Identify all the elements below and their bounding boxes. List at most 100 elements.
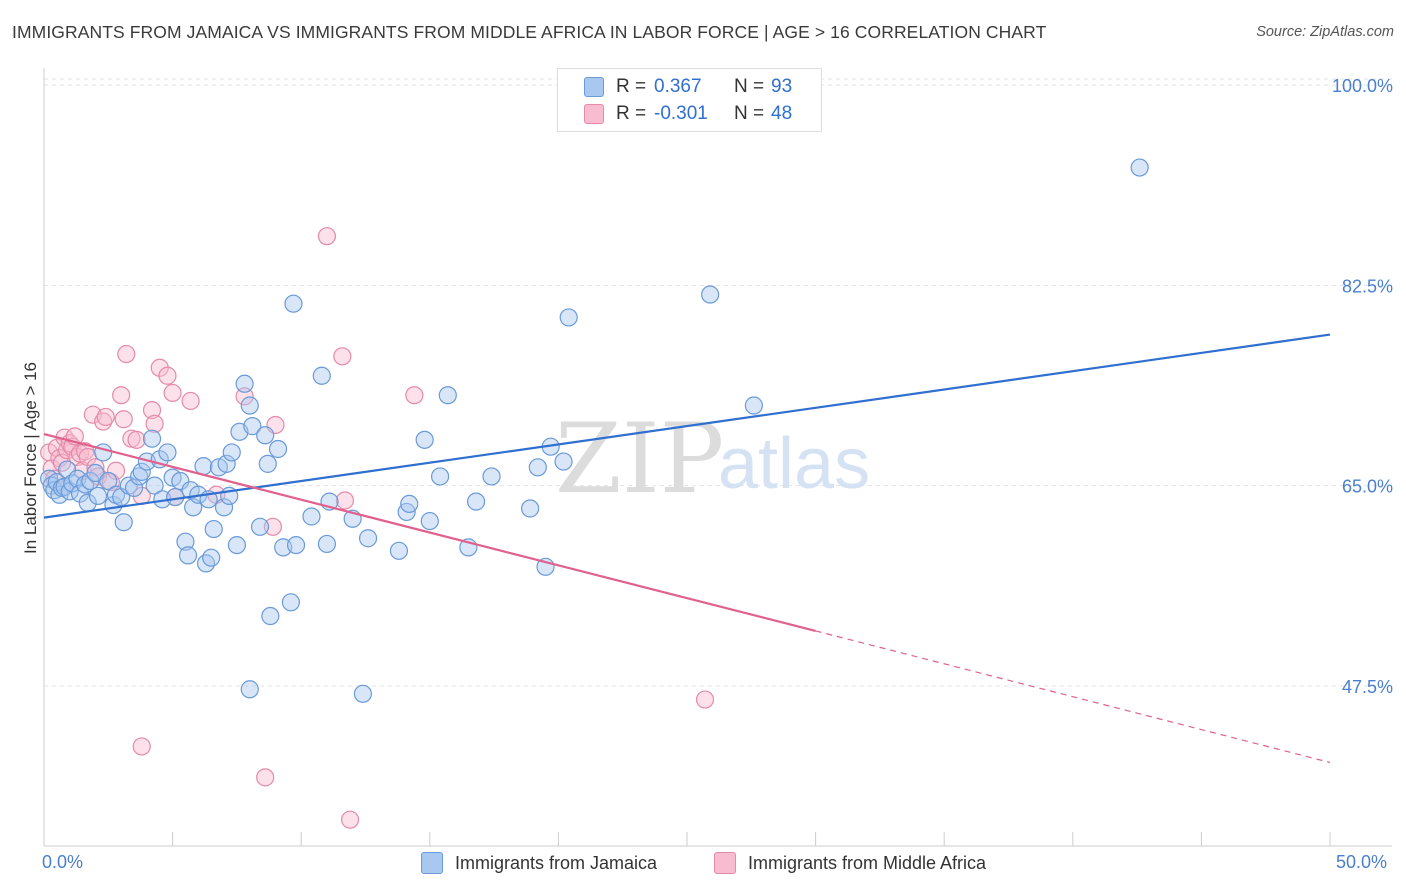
series-legend-middle-africa[interactable]: Immigrants from Middle Africa xyxy=(714,852,986,874)
data-point xyxy=(284,294,303,313)
data-point xyxy=(76,475,95,494)
data-point xyxy=(240,680,259,699)
data-point xyxy=(202,548,221,567)
data-point xyxy=(256,426,275,445)
data-point xyxy=(281,593,301,612)
data-point xyxy=(235,374,254,393)
legend-n-label: N = xyxy=(734,76,765,97)
legend-swatch-middle-africa xyxy=(584,104,604,124)
data-point xyxy=(466,492,486,511)
data-point xyxy=(196,554,216,573)
data-point xyxy=(268,439,288,459)
data-point xyxy=(222,443,241,462)
series-legend: Immigrants from Jamaica Immigrants from … xyxy=(0,852,1406,876)
data-point xyxy=(227,535,246,555)
y-tick-label: 100.0% xyxy=(1332,76,1393,96)
data-point xyxy=(124,478,144,497)
data-point xyxy=(145,414,164,433)
data-point xyxy=(695,690,715,709)
legend-r-value-jamaica: 0.367 xyxy=(654,76,702,97)
data-point xyxy=(58,460,77,479)
data-point xyxy=(112,386,131,405)
data-point xyxy=(482,467,501,486)
data-point xyxy=(521,499,540,518)
data-point xyxy=(701,285,720,304)
series-middle-africa xyxy=(40,227,715,829)
data-point xyxy=(88,486,108,505)
data-point xyxy=(132,737,151,756)
data-point xyxy=(204,519,223,539)
data-point xyxy=(353,684,373,703)
trend-line-middle-africa xyxy=(43,433,816,632)
watermark: ZIP atlas xyxy=(555,403,870,515)
legend-row-middle-africa: R = -0.301 N = 48 xyxy=(584,103,792,125)
data-point xyxy=(250,517,270,536)
trend-line-middle-africa-extension xyxy=(815,630,1331,764)
data-point xyxy=(142,400,162,420)
data-point xyxy=(1130,158,1149,177)
data-point xyxy=(420,511,439,531)
data-point xyxy=(312,366,331,385)
axes xyxy=(43,68,1392,847)
data-point xyxy=(114,513,133,532)
series-jamaica xyxy=(40,158,1149,703)
data-point xyxy=(333,347,352,366)
data-point xyxy=(302,507,321,526)
data-point xyxy=(240,396,259,415)
y-tick-labels: 47.5% 65.0% 82.5% 100.0% xyxy=(1332,76,1393,697)
data-point xyxy=(117,344,136,364)
data-point xyxy=(335,491,355,510)
data-point xyxy=(178,546,198,565)
data-point xyxy=(158,366,177,385)
data-point xyxy=(94,443,113,462)
data-point xyxy=(744,396,763,415)
data-point xyxy=(261,606,280,626)
data-point xyxy=(389,541,409,560)
x-tick-label-min: 0.0% xyxy=(42,852,84,872)
data-point xyxy=(214,498,234,517)
data-point xyxy=(171,471,190,491)
series-legend-swatch-middle-africa xyxy=(714,852,736,874)
legend-n-value-middle-africa: 48 xyxy=(771,103,793,124)
data-point xyxy=(145,476,164,495)
data-point xyxy=(258,454,277,473)
correlation-legend: R = 0.367 N = 93 R = -0.301 N = 48 xyxy=(557,68,822,132)
data-point xyxy=(430,467,450,486)
legend-r-value-middle-africa: -0.301 xyxy=(654,103,708,124)
legend-n-label: N = xyxy=(734,103,765,124)
data-point xyxy=(405,386,424,405)
data-point xyxy=(235,387,254,406)
watermark-atlas: atlas xyxy=(718,424,870,504)
data-point xyxy=(528,458,547,477)
data-point xyxy=(317,534,337,554)
data-point xyxy=(194,457,213,476)
data-point xyxy=(400,494,419,514)
data-point xyxy=(181,391,200,411)
series-legend-jamaica[interactable]: Immigrants from Jamaica xyxy=(421,852,657,874)
data-point xyxy=(132,462,151,481)
data-point xyxy=(176,532,195,551)
data-point xyxy=(286,535,306,555)
y-tick-label: 47.5% xyxy=(1342,677,1393,697)
data-point xyxy=(554,452,573,471)
data-point xyxy=(438,386,457,405)
y-tick-label: 65.0% xyxy=(1342,477,1393,497)
legend-n-value-jamaica: 93 xyxy=(771,76,793,97)
source-label: Source: ZipAtlas.com xyxy=(1256,24,1394,40)
legend-r-label: R = xyxy=(616,76,647,97)
trend-lines xyxy=(43,333,1331,764)
data-point xyxy=(127,430,146,449)
data-point xyxy=(340,810,360,829)
legend-row-jamaica: R = 0.367 N = 93 xyxy=(584,76,792,98)
data-point xyxy=(142,429,162,448)
data-point xyxy=(96,407,115,427)
data-point xyxy=(217,454,236,473)
data-point xyxy=(559,308,578,327)
data-point xyxy=(70,484,90,503)
y-tick-label: 82.5% xyxy=(1342,276,1393,296)
data-point xyxy=(415,430,434,449)
legend-swatch-jamaica xyxy=(584,77,604,97)
x-tick-label-max: 50.0% xyxy=(1336,852,1388,872)
data-point xyxy=(358,529,378,548)
